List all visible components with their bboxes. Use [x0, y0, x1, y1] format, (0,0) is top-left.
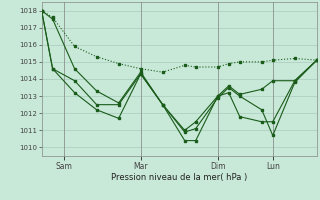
X-axis label: Pression niveau de la mer( hPa ): Pression niveau de la mer( hPa ): [111, 173, 247, 182]
